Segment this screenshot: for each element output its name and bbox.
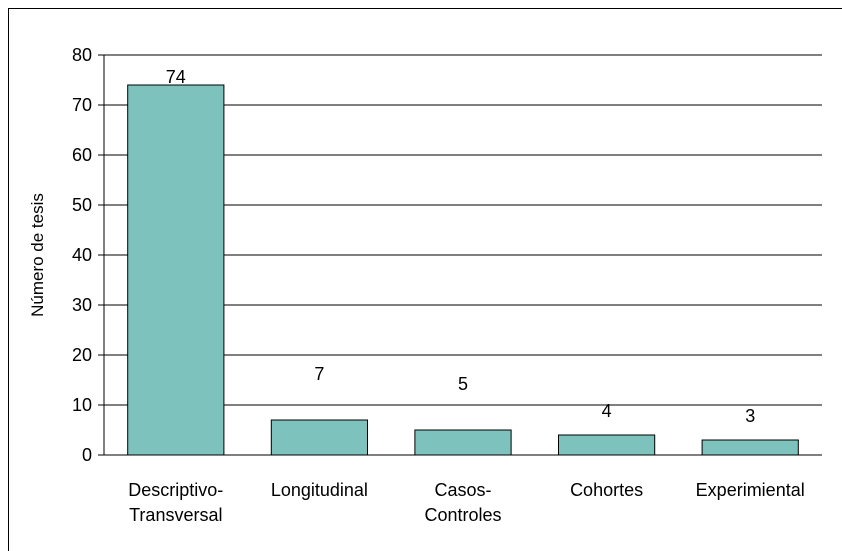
bar-value-label: 5: [458, 374, 468, 394]
bar-value-label: 3: [745, 406, 755, 426]
x-category-label-line: Longitudinal: [271, 480, 368, 500]
bar: [270, 419, 369, 456]
gridlines: [104, 54, 822, 456]
y-tick-label: 30: [72, 295, 92, 315]
x-category-label-line: Transversal: [129, 505, 222, 525]
x-category-label-line: Cohortes: [570, 480, 643, 500]
y-tick-label: 80: [72, 45, 92, 65]
y-tick-label: 40: [72, 245, 92, 265]
y-tick-label: 50: [72, 195, 92, 215]
x-category-label: Experimiental: [696, 480, 805, 500]
x-category-label-line: Experimiental: [696, 480, 805, 500]
bar-value-label: 7: [314, 364, 324, 384]
bar: [557, 434, 656, 456]
x-axis-categories: Descriptivo- Transversal Longitudinal Casos…: [128, 480, 804, 525]
data-labels: 74 7 5 4 3: [166, 67, 755, 426]
bar-value-label: 74: [166, 67, 186, 87]
y-axis-title: Número de tesis: [28, 193, 47, 317]
bar: [127, 84, 225, 456]
x-category-label-line: Casos-: [434, 480, 491, 500]
x-category-label: Cohortes: [570, 480, 643, 500]
y-tick-label: 70: [72, 95, 92, 115]
chart-frame: [8, 8, 842, 551]
x-category-label-line: Controles: [424, 505, 501, 525]
y-tick-label: 20: [72, 345, 92, 365]
y-tick-label: 60: [72, 145, 92, 165]
x-category-label-line: Descriptivo-: [128, 480, 223, 500]
x-category-label: Casos- Controles: [424, 480, 501, 525]
x-category-label: Descriptivo- Transversal: [128, 480, 223, 525]
y-tick-label: 0: [82, 445, 92, 465]
y-axis-ticks: 0 10 20 30 40 50 60 70 80: [72, 45, 104, 465]
bar: [701, 439, 799, 456]
x-category-label: Longitudinal: [271, 480, 368, 500]
bar-value-label: 4: [602, 401, 612, 421]
bar: [414, 429, 512, 456]
y-tick-label: 10: [72, 395, 92, 415]
bars: [127, 84, 799, 456]
